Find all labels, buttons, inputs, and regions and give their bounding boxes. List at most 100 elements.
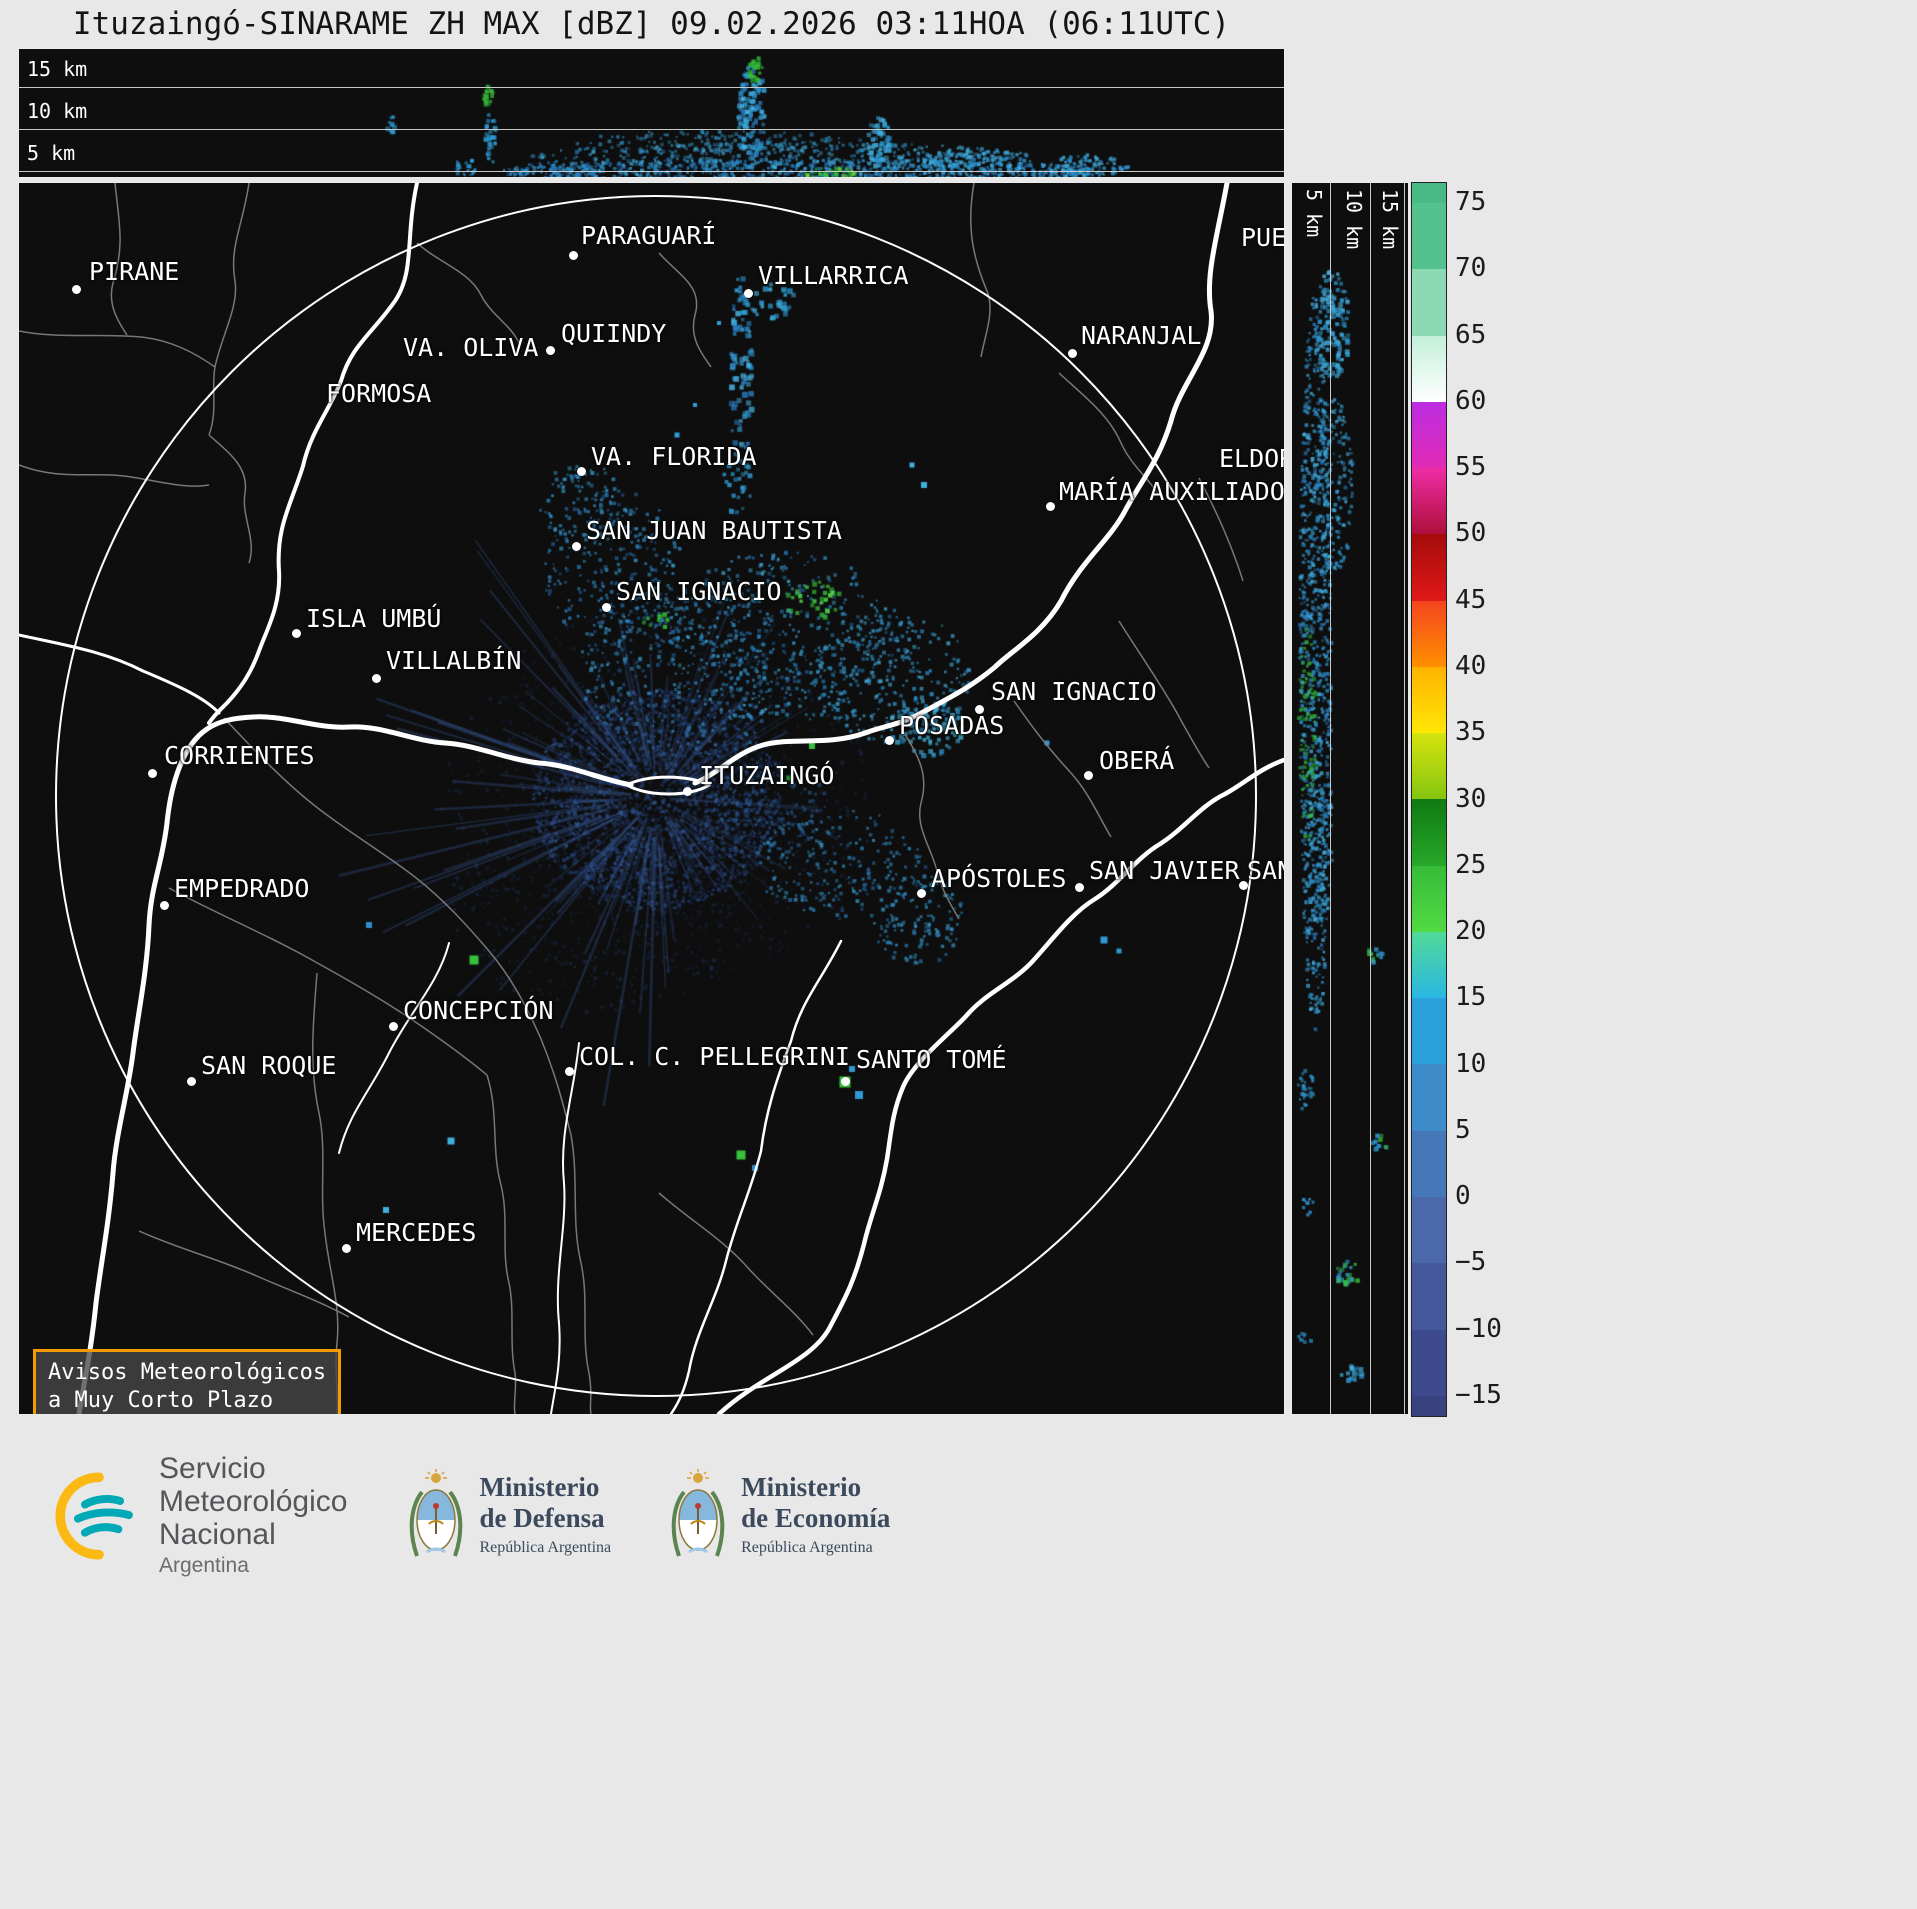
altitude-label: 5 km [27,141,76,165]
colorbar-segment [1412,335,1446,402]
city-dot [71,284,81,294]
colorbar-tick-label: 60 [1455,385,1487,416]
city-dot [682,786,692,796]
smn-name-line3: Nacional [159,1518,276,1551]
smn-logo-group: Servicio Meteorológico Nacional Argentin… [55,1452,347,1579]
colorbar-tick-label: 55 [1455,452,1487,483]
city-label: SAN VICENTE [1247,856,1284,885]
bermejo-river [19,633,221,715]
colorbar-tick-label: 10 [1455,1048,1487,1079]
warning-line-2: a Muy Corto Plazo [48,1388,274,1413]
top-cross-section-canvas [19,49,1284,177]
colorbar-tick-label: −10 [1455,1313,1502,1344]
parana-river-lower [76,714,634,1414]
city-label: VILLARRICA [758,261,909,290]
colorbar-tick-labels: 75 70 65 60 55 50 45 40 35 30 25 20 15 10 5 0 −5 −10 −15 [1455,182,1545,1415]
city-label: COL. C. PELLEGRINI [579,1042,850,1071]
colorbar-segment [1412,203,1446,270]
smn-name-line2: Meteorológico [159,1485,348,1518]
city-label: VA. OLIVA [403,333,539,362]
colorbar-tick-label: −5 [1455,1247,1487,1278]
city-label: CORRIENTES [164,741,315,770]
range-ring [55,195,1257,1397]
dbz-colorbar [1411,182,1447,1417]
colorbar-tick-label: 40 [1455,650,1487,681]
colorbar-segment [1412,865,1446,932]
page-title: Ituzaingó-SINARAME ZH MAX [dBZ] 09.02.20… [72,6,1231,42]
colorbar-segment [1412,666,1446,734]
city-dot [884,735,894,745]
city-dot [159,900,169,910]
city-dot [186,1076,196,1086]
economia-logo-group: Ministerio de Economía República Argenti… [669,1467,890,1564]
warning-line-1: Avisos Meteorológicos [48,1360,327,1385]
defensa-line1: Ministerio [479,1471,600,1502]
colorbar-segment [1412,733,1446,800]
smn-country: Argentina [159,1554,249,1577]
city-dot [291,628,301,638]
altitude-label: 15 km [27,57,88,81]
colorbar-segment [1412,799,1446,866]
colorbar-tick-label: 70 [1455,253,1487,284]
city-dot [571,541,581,551]
defensa-logo-group: Ministerio de Defensa República Argentin… [407,1468,611,1564]
city-dot [916,888,926,898]
city-label: SAN JUAN BAUTISTA [586,516,842,545]
altitude-gridline [19,171,1284,172]
colorbar-tick-label: 25 [1455,849,1487,880]
city-dot [1067,348,1077,358]
paraguay-river [207,183,419,725]
rivers [19,183,1284,1414]
defensa-line2: de Defensa [479,1502,605,1533]
city-dot [840,1076,850,1086]
aguapey-river [669,939,843,1414]
city-label: CONCEPCIÓN [403,996,554,1025]
city-dot [341,1243,351,1253]
city-dot [1074,882,1084,892]
colorbar-segment [1412,1130,1446,1197]
city-label: ISLA UMBÚ [306,604,442,633]
city-label: POSADAS [899,711,1005,740]
footer: Servicio Meteorológico Nacional Argentin… [55,1452,890,1579]
colorbar-segment [1412,401,1446,469]
altitude-gridline [19,129,1284,130]
colorbar-segments [1412,183,1446,1416]
city-dot [1045,501,1055,511]
altitude-gridline [19,87,1284,88]
city-label: OBERÁ [1099,746,1175,775]
parana-river-upper [692,183,1230,786]
altitude-label: 10 km [1342,189,1366,250]
city-label: SAN IGNACIO [616,577,782,606]
city-label: ELDORADO [1219,444,1284,473]
side-cross-section-canvas [1292,183,1408,1414]
economia-line1: Ministerio [741,1471,862,1502]
warning-layer-box: Avisos Meteorológicos a Muy Corto Plazo [33,1349,342,1414]
city-dot [1238,880,1248,890]
colorbar-segment [1412,998,1446,1065]
altitude-label: 10 km [27,99,88,123]
mirinay-river [550,1042,580,1414]
uruguay-river [716,757,1284,1414]
city-label: PUERTO RICO [1241,223,1285,252]
city-label: NARANJAL [1081,321,1202,350]
colorbar-tick-label: 20 [1455,916,1487,947]
city-layer: PIRANE PARAGUARÍ VILLARRICA QUIINDY VA. OLIV… [19,183,1284,1414]
city-dot [743,288,753,298]
economia-line3: República Argentina [741,1538,873,1556]
colorbar-segment [1412,269,1446,336]
city-label: PIRANE [89,257,180,286]
altitude-label: 15 km [1378,189,1402,250]
smn-logo-icon [55,1471,133,1560]
city-dot [568,250,578,260]
city-label: PARAGUARÍ [581,221,717,250]
colorbar-cap-bottom [1412,1395,1446,1416]
city-label: EMPEDRADO [174,874,310,903]
radar-map-panel: PIRANE PARAGUARÍ VILLARRICA QUIINDY VA. OLIV… [18,182,1285,1415]
city-dot [601,602,611,612]
city-label: SANTO TOMÉ [856,1045,1007,1074]
colorbar-segment [1412,1064,1446,1131]
city-dot [1083,770,1093,780]
colorbar-tick-label: 45 [1455,584,1487,615]
colorbar-tick-label: 75 [1455,187,1487,217]
defensa-line3: República Argentina [479,1538,612,1556]
